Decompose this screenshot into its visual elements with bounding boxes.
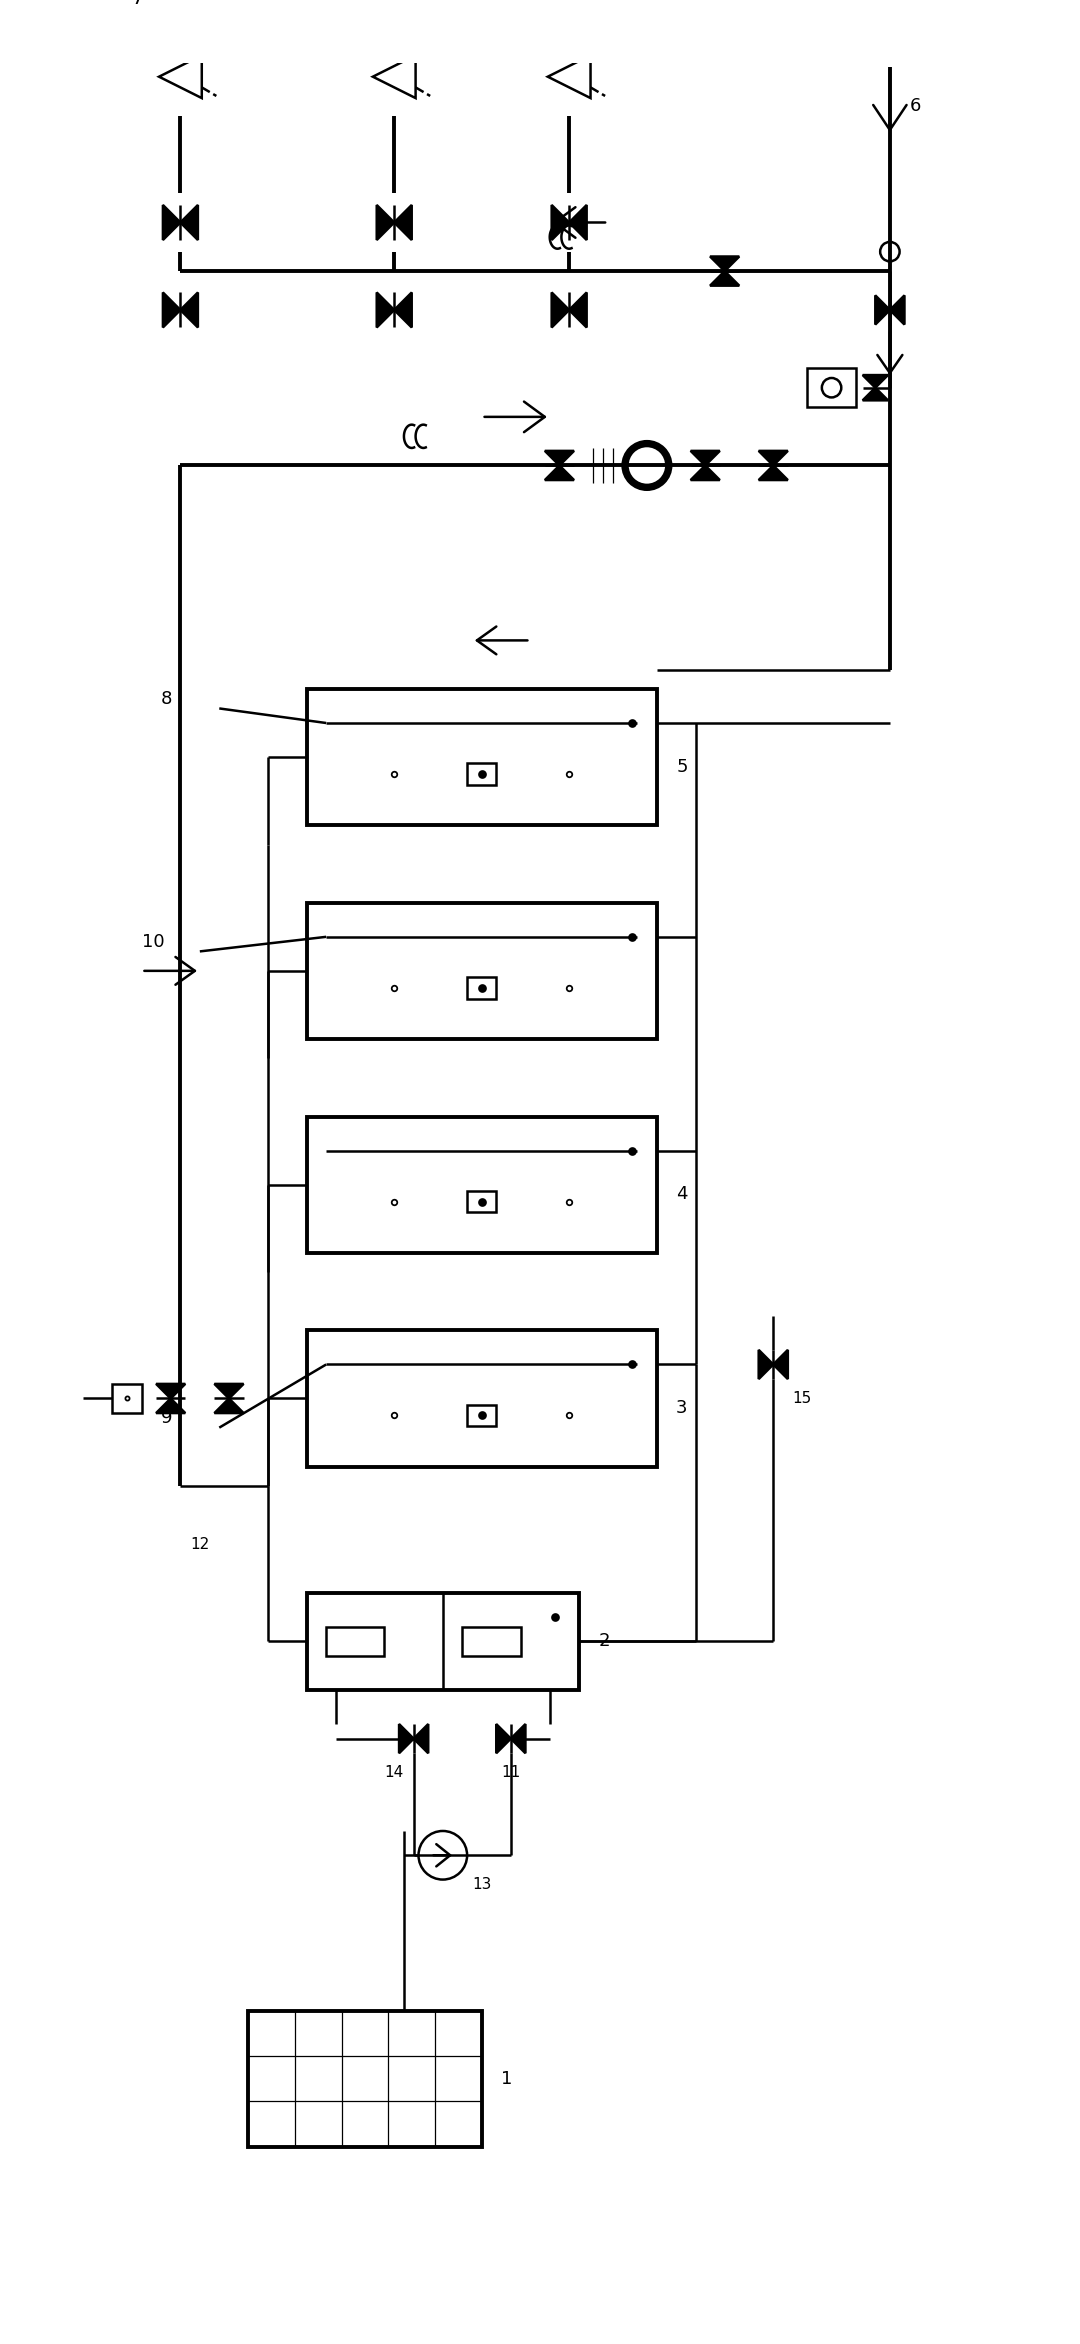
Polygon shape (569, 204, 586, 239)
Polygon shape (890, 295, 904, 323)
Polygon shape (394, 204, 411, 239)
Circle shape (822, 377, 841, 398)
Polygon shape (215, 1383, 244, 1399)
Bar (326, 1627, 384, 1655)
Polygon shape (863, 375, 888, 387)
Polygon shape (710, 272, 739, 286)
Polygon shape (863, 387, 888, 401)
Polygon shape (773, 1350, 787, 1378)
Text: 11: 11 (501, 1765, 521, 1779)
Polygon shape (544, 450, 573, 466)
Polygon shape (400, 1725, 414, 1753)
Bar (468, 764, 497, 785)
Polygon shape (710, 255, 739, 272)
Polygon shape (544, 466, 573, 481)
Polygon shape (758, 466, 787, 481)
Bar (468, 1191, 497, 1212)
Text: 7: 7 (132, 0, 144, 9)
Circle shape (622, 441, 671, 490)
Text: 4: 4 (676, 1186, 688, 1202)
Circle shape (419, 1831, 468, 1880)
Bar (307, 689, 657, 825)
Text: 13: 13 (472, 1878, 491, 1892)
Text: 15: 15 (793, 1390, 812, 1406)
Polygon shape (157, 1383, 186, 1399)
Circle shape (880, 241, 900, 263)
Polygon shape (163, 204, 180, 239)
Text: 3: 3 (676, 1399, 688, 1418)
Bar (112, 1383, 141, 1413)
Text: 1: 1 (501, 2070, 513, 2089)
Bar (462, 1627, 521, 1655)
Polygon shape (690, 450, 719, 466)
Polygon shape (159, 56, 202, 98)
Polygon shape (511, 1725, 526, 1753)
Polygon shape (569, 293, 586, 328)
Text: 2: 2 (598, 1631, 610, 1650)
Polygon shape (690, 466, 719, 481)
Polygon shape (394, 293, 411, 328)
Circle shape (627, 445, 666, 485)
Polygon shape (377, 204, 394, 239)
Polygon shape (758, 450, 787, 466)
Polygon shape (552, 293, 569, 328)
Polygon shape (163, 293, 180, 328)
Polygon shape (377, 293, 394, 328)
Text: 5: 5 (676, 757, 688, 776)
Bar (307, 1331, 657, 1467)
Polygon shape (180, 204, 198, 239)
Bar (468, 977, 497, 999)
Polygon shape (373, 56, 416, 98)
Bar (307, 1594, 579, 1690)
Text: 9: 9 (161, 1409, 173, 1427)
Bar (307, 902, 657, 1038)
Text: 12: 12 (190, 1538, 210, 1552)
Text: 14: 14 (384, 1765, 404, 1779)
Bar (307, 1116, 657, 1252)
Polygon shape (157, 1399, 186, 1413)
Polygon shape (548, 56, 591, 98)
Bar (248, 2011, 482, 2147)
Polygon shape (758, 1350, 773, 1378)
Polygon shape (215, 1399, 244, 1413)
Polygon shape (552, 204, 569, 239)
Text: 6: 6 (909, 96, 920, 115)
Polygon shape (414, 1725, 429, 1753)
Bar (807, 368, 855, 408)
Polygon shape (180, 293, 198, 328)
Text: 8: 8 (161, 689, 173, 708)
Text: 10: 10 (141, 933, 164, 952)
Polygon shape (497, 1725, 511, 1753)
Bar (468, 1404, 497, 1425)
Polygon shape (875, 295, 890, 323)
